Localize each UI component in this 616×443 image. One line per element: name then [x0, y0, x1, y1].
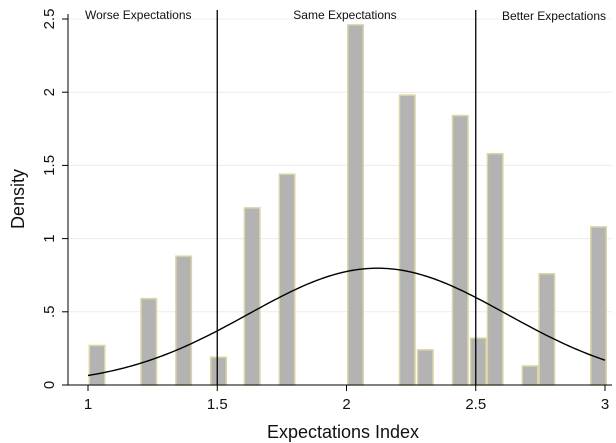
x-tick-label: 1: [84, 396, 92, 413]
y-tick-label: 1: [41, 234, 58, 242]
histogram-bar: [347, 24, 365, 386]
y-tick-label: 0: [41, 381, 58, 389]
histogram-bar: [88, 344, 106, 386]
histogram-bars: [88, 24, 608, 386]
y-tick-label: 2.5: [41, 9, 58, 30]
histogram-bar: [486, 152, 504, 386]
x-tick-label: 1.5: [207, 396, 228, 413]
gridlines: [68, 18, 612, 313]
histogram-bar: [210, 356, 228, 386]
y-tick-label: 1.5: [41, 155, 58, 176]
annotation-better: Better Expectations: [502, 9, 606, 23]
y-axis-title: Density: [8, 169, 28, 229]
y-ticks: 0 .5 1 1.5 2 2.5: [41, 9, 68, 389]
histogram-bar: [451, 114, 469, 386]
x-axis-title: Expectations Index: [267, 422, 419, 442]
axes: [67, 14, 612, 386]
histogram-bar: [469, 337, 487, 386]
normal-density-curve: [87, 267, 606, 377]
histogram-bar: [243, 207, 261, 386]
x-tick-label: 3: [601, 396, 609, 413]
histogram-bar: [416, 349, 434, 386]
annotation-worse: Worse Expectations: [85, 8, 192, 22]
reference-lines: [216, 10, 477, 385]
histogram-bar: [175, 255, 193, 386]
histogram-bar: [590, 226, 608, 386]
y-tick-label: 2: [41, 88, 58, 96]
histogram-bar: [521, 365, 539, 386]
x-tick-label: 2: [342, 396, 350, 413]
x-ticks: 1 1.5 2 2.5 3: [84, 385, 609, 413]
y-tick-label: .5: [41, 306, 58, 319]
annotation-same: Same Expectations: [293, 8, 396, 22]
histogram-bar: [398, 94, 416, 386]
histogram-bar: [538, 272, 556, 386]
histogram-bar: [278, 173, 296, 386]
x-tick-label: 2.5: [465, 396, 486, 413]
histogram-bar: [140, 297, 158, 386]
